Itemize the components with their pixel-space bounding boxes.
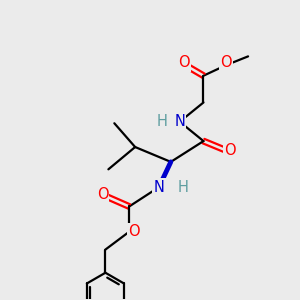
Text: H: H	[177, 180, 188, 195]
Text: N: N	[154, 180, 164, 195]
Text: O: O	[128, 224, 140, 239]
Text: N: N	[174, 114, 185, 129]
Text: O: O	[178, 56, 190, 70]
Text: O: O	[97, 187, 108, 202]
Text: H: H	[157, 114, 167, 129]
Text: O: O	[220, 55, 232, 70]
Text: O: O	[224, 143, 236, 158]
